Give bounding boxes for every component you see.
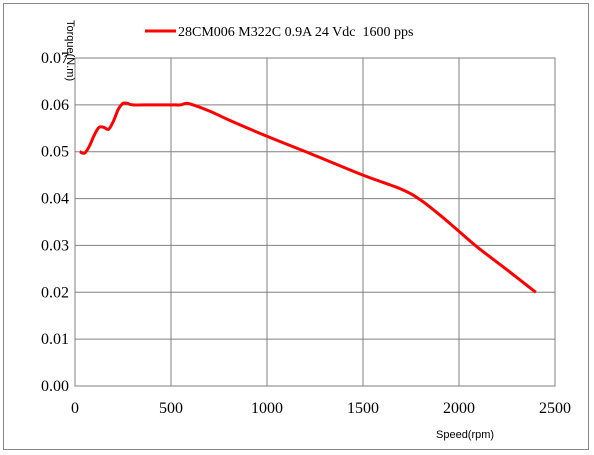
series-lines: [79, 101, 537, 294]
legend-label: 28CM006 M322C 0.9A 24 Vdc 1600 pps: [178, 25, 413, 40]
y-axis-label: Torque(N.m): [64, 20, 76, 81]
y-tick-label: 0.03: [41, 237, 69, 254]
x-tick-label: 0: [71, 400, 79, 417]
y-tick-label: 0.01: [41, 331, 69, 348]
x-axis-label: Speed(rpm): [436, 429, 494, 441]
y-axis-ticks: 0.00 0.01 0.02 0.03 0.04 0.05 0.06 0.07: [41, 50, 69, 395]
y-tick-label: 0.07: [41, 50, 69, 67]
y-tick-label: 0.04: [41, 191, 69, 208]
y-tick-label: 0.06: [41, 97, 69, 114]
x-axis-ticks: 0 500 1000 1500 2000 2500: [71, 400, 571, 417]
series-line: [79, 101, 537, 294]
x-tick-label: 1000: [251, 400, 283, 417]
y-tick-label: 0.02: [41, 284, 69, 301]
x-tick-label: 2000: [443, 400, 475, 417]
x-tick-label: 2500: [539, 400, 571, 417]
gridlines: [75, 58, 555, 386]
y-tick-label: 0.05: [41, 144, 69, 161]
plot-area: [74, 57, 556, 387]
legend: 28CM006 M322C 0.9A 24 Vdc 1600 pps: [145, 25, 413, 40]
y-tick-label: 0.00: [41, 378, 69, 395]
x-tick-label: 500: [159, 400, 183, 417]
x-tick-label: 1500: [347, 400, 379, 417]
